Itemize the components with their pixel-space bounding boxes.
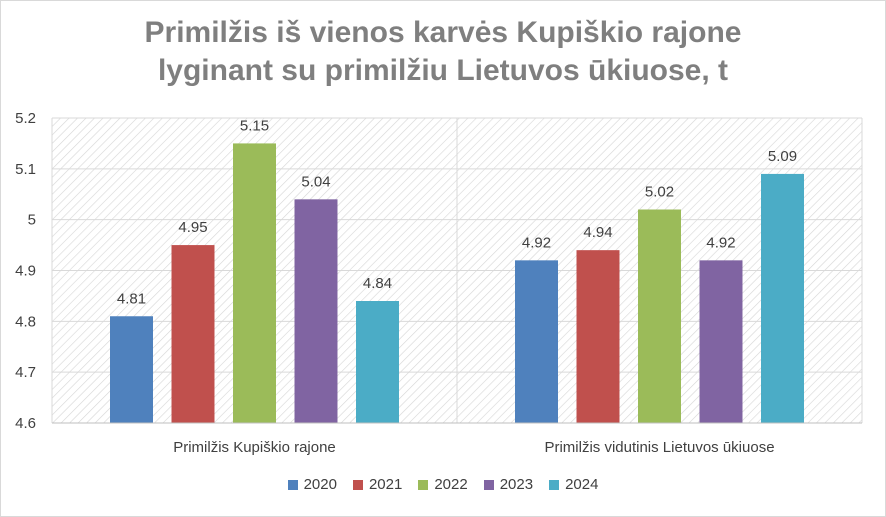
data-label: 4.84 [363,275,392,292]
y-tick-label: 4.9 [15,263,36,280]
data-label: 4.94 [583,224,612,241]
legend-label: 2022 [434,476,468,493]
legend-label: 2023 [499,476,534,493]
legend-swatch [287,479,298,490]
legend-swatch [352,479,363,490]
data-label: 4.92 [706,234,735,251]
legend-label: 2021 [368,476,403,493]
chart-legend: 2020 2021 2022 2023 2024 [0,476,886,493]
x-category-label: Primilžis vidutinis Lietuvos ūkiuose [544,439,774,456]
legend-swatch [483,479,494,490]
bar-2024-1 [356,301,399,423]
bar-2022-2 [638,209,681,423]
data-label: 4.95 [178,219,207,236]
bar-2023-2 [699,260,743,423]
x-category-label: Primilžis Kupiškio rajone [173,439,336,456]
bar-2021-2 [576,250,620,423]
data-label: 4.92 [522,234,551,251]
legend-label: 2020 [303,476,337,493]
data-label: 4.81 [117,290,146,307]
legend-item-2020: 2020 [287,476,337,493]
bar-2024-2 [761,173,804,423]
data-label: 5.04 [301,173,330,190]
data-label: 5.15 [240,117,269,134]
data-label: 5.09 [768,148,797,165]
legend-item-2023: 2023 [483,476,534,493]
y-tick-label: 4.8 [15,313,36,330]
y-tick-label: 4.6 [15,415,36,432]
bar-2020-1 [110,316,153,423]
y-tick-label: 5.1 [15,161,36,178]
chart-title-line-1: Primilžis iš vienos karvės Kupiškio rajo… [144,16,742,49]
bar-2022-1 [233,143,276,423]
y-tick-label: 4.7 [15,364,36,381]
legend-item-2022: 2022 [418,476,468,493]
legend-swatch [418,479,429,490]
y-tick-label: 5 [28,212,36,229]
legend-swatch [549,479,560,490]
legend-item-2024: 2024 [549,476,598,493]
data-label: 5.02 [645,184,674,201]
legend-item-2021: 2021 [352,476,403,493]
bar-2021-1 [171,245,215,423]
chart-title: Primilžis iš vienos karvės Kupiškio rajo… [0,14,886,90]
bar-2020-2 [515,260,558,423]
legend-label: 2024 [565,476,599,493]
y-tick-label: 5.2 [15,110,36,127]
bar-2023-1 [294,199,338,423]
chart-title-line-2: lyginant su primilžiu Lietuvos ūkiuose, … [157,54,729,87]
